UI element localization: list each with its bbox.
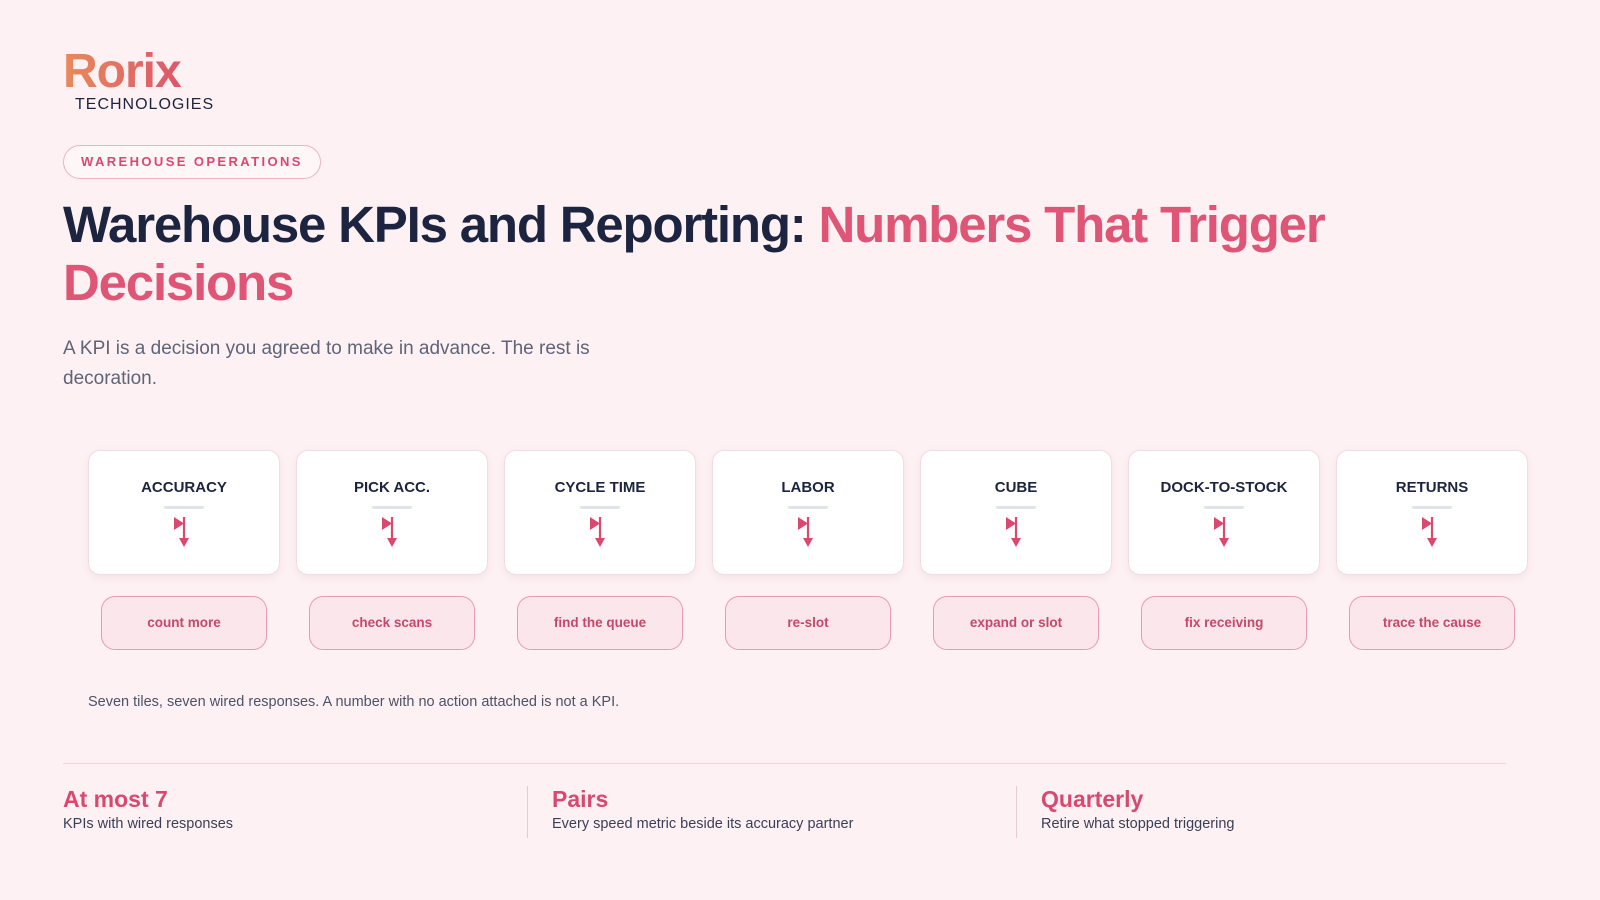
kpi-tile: RETURNS bbox=[1336, 450, 1528, 575]
brand-tagline: TECHNOLOGIES bbox=[75, 96, 215, 113]
action-pill: check scans bbox=[309, 596, 475, 650]
stat-value: At most 7 bbox=[63, 786, 168, 812]
action-pill: fix receiving bbox=[1141, 596, 1307, 650]
stat: Quarterly Retire what stopped triggering bbox=[1041, 786, 1234, 838]
stat-separator bbox=[1016, 786, 1017, 838]
flag-icon bbox=[372, 506, 412, 547]
kpi-tile: CUBE bbox=[920, 450, 1112, 575]
stat: At most 7 KPIs with wired responses bbox=[63, 786, 233, 838]
stat-value: Pairs bbox=[552, 786, 609, 812]
flag-icon bbox=[1412, 506, 1452, 547]
flag-icon bbox=[164, 506, 204, 547]
title-main: Warehouse KPIs and Reporting: bbox=[63, 196, 807, 253]
stat-separator bbox=[527, 786, 528, 838]
stat-label: Retire what stopped triggering bbox=[1041, 816, 1235, 832]
kpi-label: DOCK-TO-STOCK bbox=[1160, 479, 1288, 496]
eyebrow: WAREHOUSE OPERATIONS bbox=[63, 145, 321, 179]
action-pill: trace the cause bbox=[1349, 596, 1515, 650]
kpi-label: LABOR bbox=[781, 479, 835, 496]
action-pill: find the queue bbox=[517, 596, 683, 650]
flag-icon bbox=[788, 506, 828, 547]
brand: Rorix TECHNOLOGIES bbox=[63, 46, 214, 114]
title: Warehouse KPIs and Reporting: Numbers Th… bbox=[63, 196, 1503, 312]
title-highlight: Numbers That Trigger Decisions bbox=[63, 196, 1326, 311]
caption: Seven tiles, seven wired responses. A nu… bbox=[88, 694, 620, 710]
flag-icon bbox=[580, 506, 620, 547]
stat-value: Quarterly bbox=[1041, 786, 1144, 812]
kpi-tile: CYCLE TIME bbox=[504, 450, 696, 575]
action-pill: count more bbox=[101, 596, 267, 650]
kpi-label: ACCURACY bbox=[141, 479, 227, 496]
kpi-tile: ACCURACY bbox=[88, 450, 280, 575]
action-pill: expand or slot bbox=[933, 596, 1099, 650]
stat-label: Every speed metric beside its accuracy p… bbox=[552, 816, 854, 832]
flag-icon bbox=[1204, 506, 1244, 547]
stat-label: KPIs with wired responses bbox=[63, 816, 234, 832]
stat: Pairs Every speed metric beside its accur… bbox=[552, 786, 853, 838]
kpi-label: RETURNS bbox=[1395, 479, 1469, 496]
kpi-label: PICK ACC. bbox=[353, 479, 431, 496]
subtitle: A KPI is a decision you agreed to make i… bbox=[63, 338, 590, 389]
divider bbox=[63, 763, 1506, 764]
brand-name: Rorix bbox=[63, 46, 214, 98]
kpi-tile: PICK ACC. bbox=[296, 450, 488, 575]
kpi-label: CUBE bbox=[994, 479, 1038, 496]
kpi-label: CYCLE TIME bbox=[554, 479, 646, 496]
kpi-tile: LABOR bbox=[712, 450, 904, 575]
kpi-tile: DOCK-TO-STOCK bbox=[1128, 450, 1320, 575]
tiles: ACCURACY count more PICK ACC. check scans CY… bbox=[88, 450, 1538, 660]
flag-icon bbox=[996, 506, 1036, 547]
action-pill: re-slot bbox=[725, 596, 891, 650]
